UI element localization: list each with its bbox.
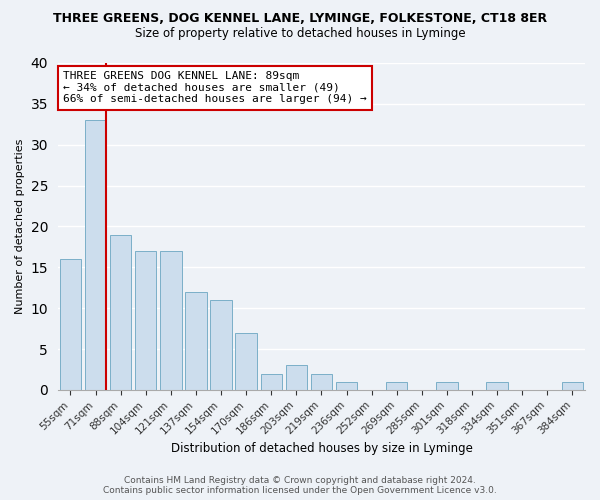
Text: Contains HM Land Registry data © Crown copyright and database right 2024.
Contai: Contains HM Land Registry data © Crown c… <box>103 476 497 495</box>
Text: THREE GREENS DOG KENNEL LANE: 89sqm
← 34% of detached houses are smaller (49)
66: THREE GREENS DOG KENNEL LANE: 89sqm ← 34… <box>63 71 367 104</box>
Bar <box>211 300 232 390</box>
Bar <box>436 382 458 390</box>
Bar <box>135 251 157 390</box>
Bar <box>260 374 282 390</box>
Bar <box>160 251 182 390</box>
Y-axis label: Number of detached properties: Number of detached properties <box>15 138 25 314</box>
Bar <box>286 366 307 390</box>
X-axis label: Distribution of detached houses by size in Lyminge: Distribution of detached houses by size … <box>170 442 472 455</box>
Bar <box>85 120 106 390</box>
Bar <box>60 259 81 390</box>
Bar <box>336 382 357 390</box>
Bar <box>185 292 206 390</box>
Bar <box>562 382 583 390</box>
Bar <box>235 332 257 390</box>
Bar <box>487 382 508 390</box>
Text: Size of property relative to detached houses in Lyminge: Size of property relative to detached ho… <box>134 28 466 40</box>
Bar <box>311 374 332 390</box>
Text: THREE GREENS, DOG KENNEL LANE, LYMINGE, FOLKESTONE, CT18 8ER: THREE GREENS, DOG KENNEL LANE, LYMINGE, … <box>53 12 547 26</box>
Bar <box>386 382 407 390</box>
Bar <box>110 234 131 390</box>
